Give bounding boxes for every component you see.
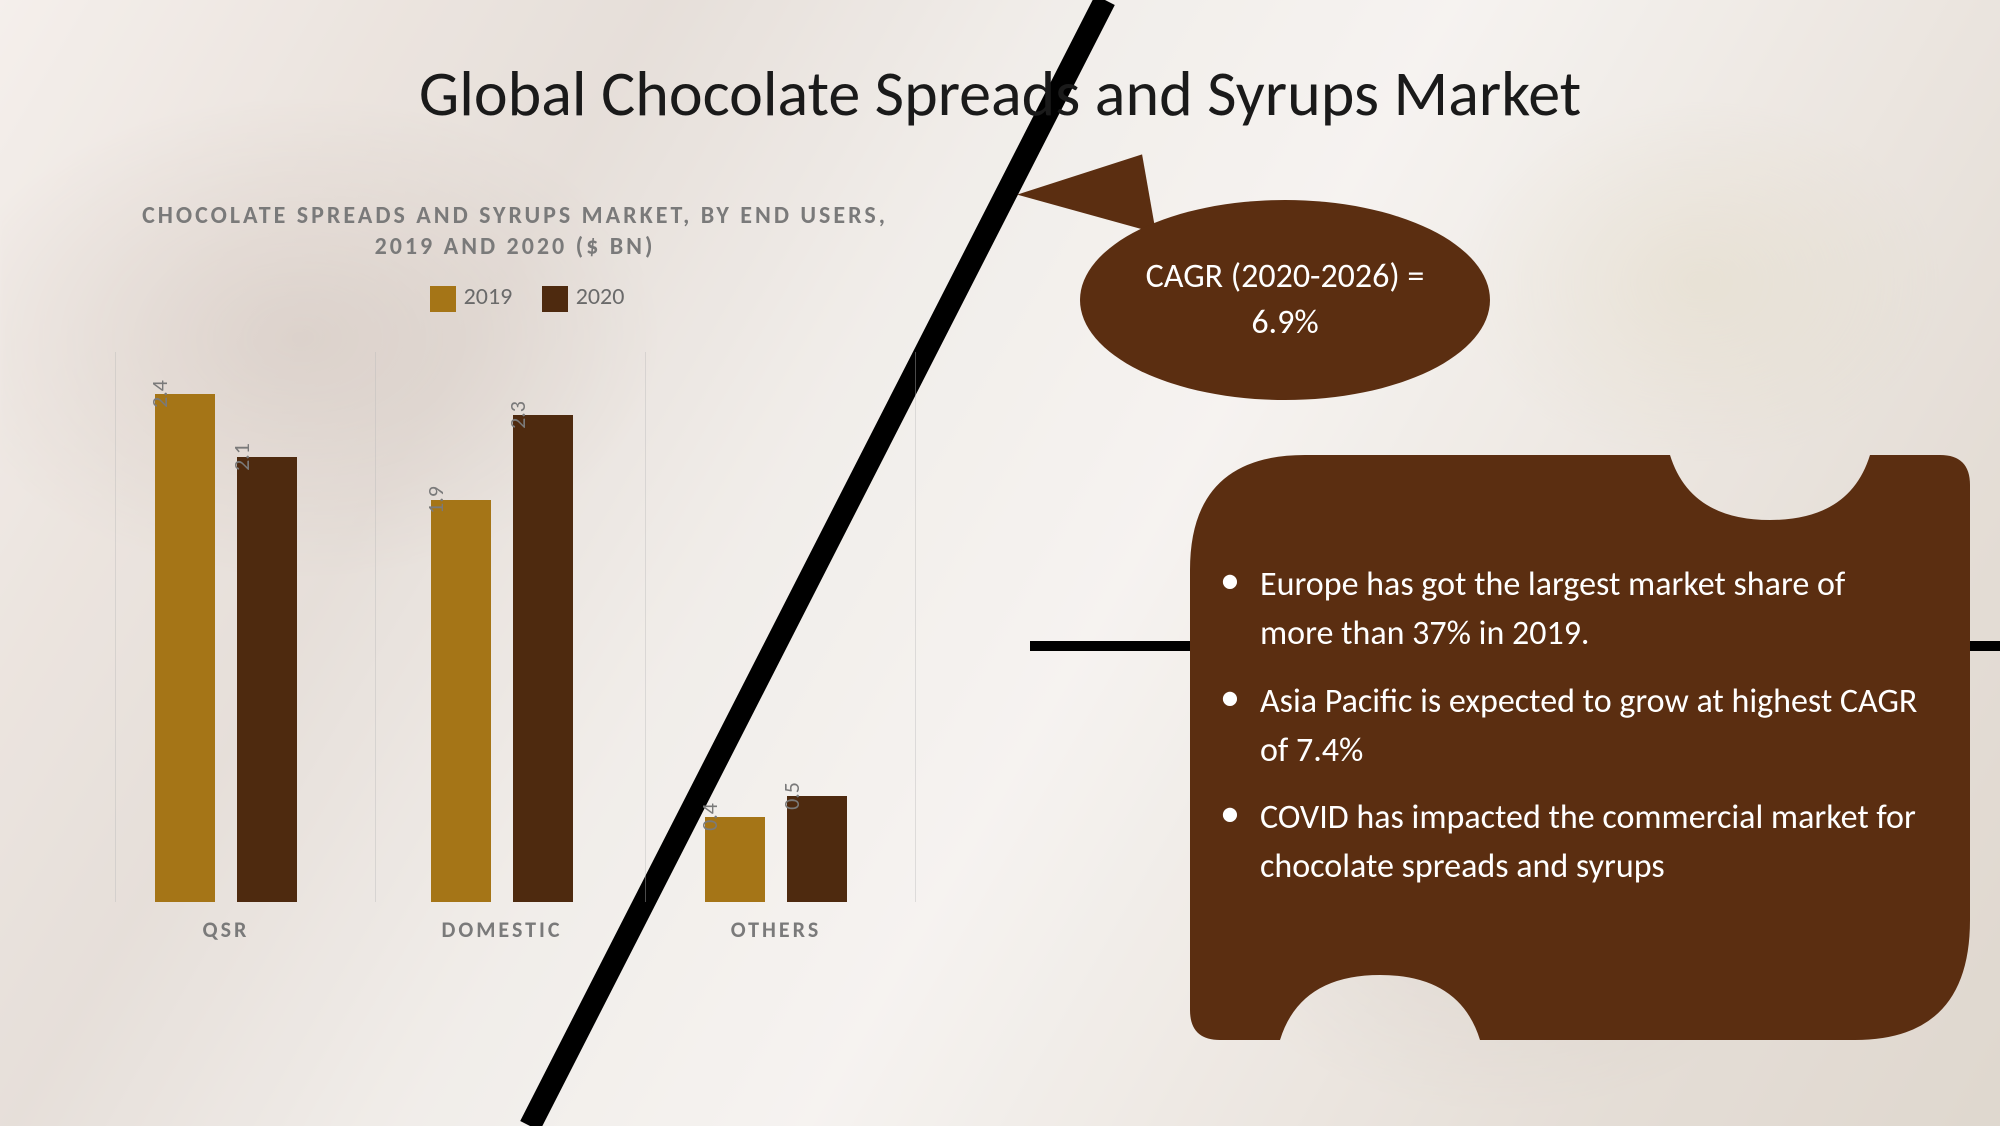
bar-domestic-2020: 2.3 <box>513 415 573 902</box>
cagr-line2: 6.9% <box>1251 302 1318 343</box>
chart-x-axis: QSR DOMESTIC OTHERS <box>115 902 915 952</box>
bar-domestic-2019: 1.9 <box>431 500 491 902</box>
bar-value-label: 2.4 <box>146 380 179 408</box>
chart-title-line1: CHOCOLATE SPREADS AND SYRUPS MARKET, BY … <box>142 201 888 230</box>
x-axis-label-others: OTHERS <box>675 916 877 943</box>
infographic-slide: Global Chocolate Spreads and Syrups Mark… <box>0 0 2000 1126</box>
cagr-line1: CAGR (2020-2026) = <box>1146 256 1425 297</box>
chart-title: CHOCOLATE SPREADS AND SYRUPS MARKET, BY … <box>115 200 915 262</box>
x-axis-label-domestic: DOMESTIC <box>401 916 603 943</box>
page-title: Global Chocolate Spreads and Syrups Mark… <box>0 55 2000 133</box>
bar-value-label: 2.3 <box>504 401 537 429</box>
chart-legend: 2019 2020 <box>115 282 915 311</box>
bar-chart: CHOCOLATE SPREADS AND SYRUPS MARKET, BY … <box>115 200 915 952</box>
bar-value-label: 2.1 <box>228 443 261 471</box>
chart-gridline <box>645 352 646 902</box>
info-callout: Europe has got the largest market share … <box>1130 430 1970 1070</box>
info-bullet-1: Europe has got the largest market share … <box>1220 560 1920 659</box>
legend-swatch-2020 <box>542 286 568 312</box>
info-bullet-3: COVID has impacted the commercial market… <box>1220 793 1920 892</box>
bar-value-label: 0.4 <box>696 803 729 831</box>
bar-qsr-2020: 2.1 <box>237 457 297 901</box>
legend-label-2020: 2020 <box>576 282 625 311</box>
legend-label-2019: 2019 <box>464 282 513 311</box>
chart-title-line2: 2019 AND 2020 ($ BN) <box>375 232 656 261</box>
chart-gridline <box>375 352 376 902</box>
chart-gridline <box>915 352 916 902</box>
info-bullet-2: Asia Pacific is expected to grow at high… <box>1220 677 1920 776</box>
cagr-callout: CAGR (2020-2026) = 6.9% <box>1080 200 1490 400</box>
info-bullet-list: Europe has got the largest market share … <box>1220 560 1920 892</box>
chart-gridline <box>115 352 116 902</box>
bar-value-label: 1.9 <box>422 486 455 514</box>
bar-qsr-2019: 2.4 <box>155 394 215 902</box>
x-axis-label-qsr: QSR <box>125 916 327 943</box>
bar-others-2019: 0.4 <box>705 817 765 902</box>
bar-others-2020: 0.5 <box>787 796 847 902</box>
chart-bars: 2.4 2.1 1.9 2.3 0.4 0.5 <box>115 352 915 902</box>
chart-plot-area: 2.4 2.1 1.9 2.3 0.4 0.5 QSR DOMESTIC OTHERS <box>115 352 915 952</box>
legend-swatch-2019 <box>430 286 456 312</box>
info-text: Europe has got the largest market share … <box>1220 560 1920 910</box>
bar-value-label: 0.5 <box>778 782 811 810</box>
